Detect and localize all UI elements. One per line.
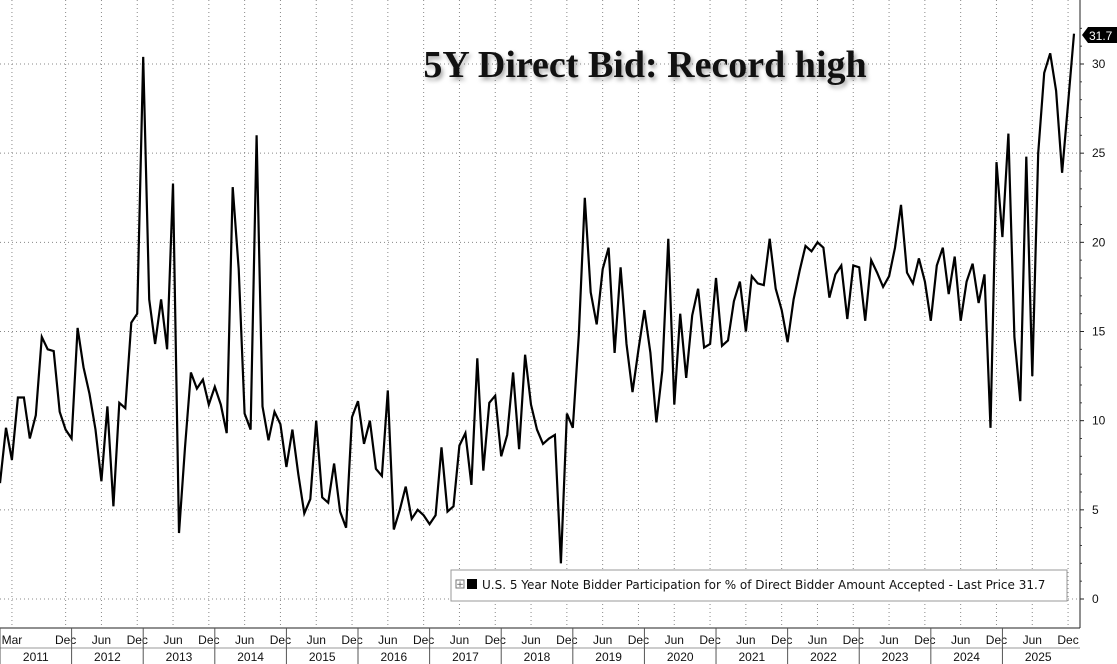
x-tick-label: Jun [593, 633, 612, 647]
x-tick-label: Dec [127, 633, 148, 647]
x-year-label: 2017 [452, 650, 479, 664]
x-tick-label: Dec [198, 633, 219, 647]
last-value-label: 31.7 [1089, 29, 1113, 43]
x-tick-label: Jun [378, 633, 397, 647]
last-value-badge [1082, 27, 1117, 43]
legend-expand-icon[interactable] [455, 579, 465, 589]
x-year-label: 2024 [953, 650, 980, 664]
x-year-label: 2011 [23, 650, 49, 664]
x-year-label: 2023 [882, 650, 909, 664]
legend-series-label: U.S. 5 Year Note Bidder Participation fo… [482, 578, 1045, 592]
x-year-label: 2025 [1025, 650, 1052, 664]
x-tick-label: Dec [699, 633, 720, 647]
series-line-group [0, 33, 1076, 564]
legend-swatch [467, 579, 477, 589]
legend: + U.S. 5 Year Note Bidder Participation … [450, 569, 1068, 602]
x-tick-label: Jun [450, 633, 469, 647]
x-tick-label: Dec [771, 633, 792, 647]
x-year-label: 2015 [309, 650, 336, 664]
x-tick-label: Dec [986, 633, 1007, 647]
x-tick-label: Dec [556, 633, 577, 647]
x-tick-label: Jun [879, 633, 898, 647]
x-tick-label: Jun [951, 633, 970, 647]
x-tick-label: Dec [55, 633, 76, 647]
x-tick-label: Dec [914, 633, 935, 647]
x-year-label: 2022 [810, 650, 837, 664]
y-axis: 0 5 10 15 20 25 30 [1079, 0, 1106, 628]
y-tick-label: 25 [1092, 146, 1106, 160]
legend-box [450, 569, 1068, 602]
x-tick-label: Dec [270, 633, 291, 647]
x-tick-label: Dec [413, 633, 434, 647]
x-year-label: 2013 [166, 650, 193, 664]
gridlines [0, 0, 1080, 628]
x-tick-label: Jun [808, 633, 827, 647]
x-tick-label: Jun [307, 633, 326, 647]
x-axis: Mar Dec Jun Dec Jun Dec Jun Dec Jun Dec Jun Dec Jun D… [0, 627, 1080, 664]
chart-title: 5Y Direct Bid: Record high [423, 44, 866, 86]
y-tick-label: 5 [1092, 503, 1099, 517]
x-tick-label: Jun [235, 633, 254, 647]
x-tick-label: Mar [2, 633, 23, 647]
x-tick-label: Dec [341, 633, 362, 647]
x-tick-label: Jun [163, 633, 182, 647]
x-year-label: 2018 [524, 650, 551, 664]
legend-expand-icon-sign: + [456, 580, 464, 590]
y-tick-label: 20 [1092, 235, 1106, 249]
x-tick-label: Jun [665, 633, 684, 647]
y-tick-label: 15 [1092, 325, 1106, 339]
x-year-label: 2016 [380, 650, 407, 664]
x-tick-label: Jun [736, 633, 755, 647]
last-value-flag: 31.7 [1082, 27, 1117, 43]
x-tick-label: Jun [1023, 633, 1042, 647]
x-tick-label: Dec [485, 633, 506, 647]
y-tick-label: 10 [1092, 414, 1106, 428]
x-tick-label: Dec [843, 633, 864, 647]
y-tick-label: 0 [1092, 592, 1099, 606]
x-year-label: 2019 [595, 650, 622, 664]
x-tick-label: Dec [628, 633, 649, 647]
x-year-label: 2021 [738, 650, 765, 664]
x-year-label: 2020 [667, 650, 694, 664]
x-tick-label: Dec [1057, 633, 1078, 647]
x-tick-label: Jun [92, 633, 111, 647]
x-year-label: 2012 [94, 650, 121, 664]
x-tick-label: Jun [521, 633, 540, 647]
y-tick-label: 30 [1092, 57, 1106, 71]
x-year-label: 2014 [237, 650, 264, 664]
